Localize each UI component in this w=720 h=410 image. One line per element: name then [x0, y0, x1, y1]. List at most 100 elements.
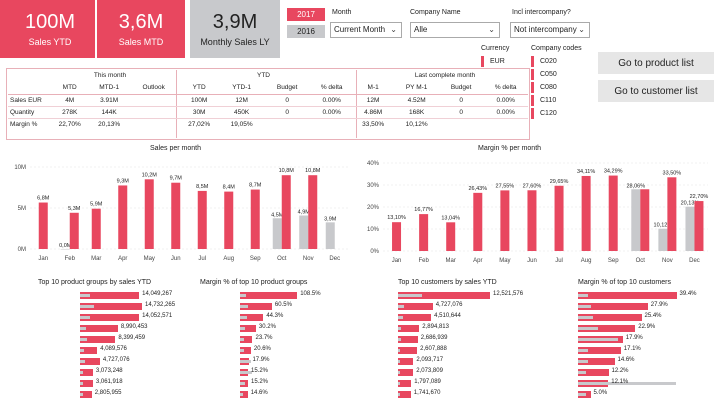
x-tick-label: Aug — [223, 256, 234, 262]
bar-row: 60.5% — [240, 302, 352, 312]
data-label-2016: 20,13% — [681, 201, 700, 207]
company-code-item[interactable]: C120 — [531, 108, 557, 119]
bar-2017 — [118, 185, 128, 249]
matrix-row: Margin % 22,70% 20,13% 27,02% 19,05% 33,… — [8, 118, 528, 130]
y-tick-label: 10% — [367, 227, 380, 233]
bar-row: 3,061,918 — [80, 379, 195, 389]
company-code-item[interactable]: C110 — [531, 95, 556, 106]
matrix-cell — [439, 118, 484, 130]
x-tick-label: Jun — [171, 256, 181, 262]
bar-row: 14,052,571 — [80, 313, 195, 323]
margin-top-customers-chart: 39.4% 27.9% 25.4% 22.9% 17.9% 17.1% 14.6% 12.2%… — [578, 291, 697, 407]
bar-row: 8,399,459 — [80, 335, 195, 345]
matrix-header: MTD — [62, 84, 77, 92]
company-code-item[interactable]: C020 — [531, 56, 557, 67]
bar-current — [240, 292, 298, 299]
matrix-cell: 0.00% — [496, 108, 515, 116]
bar-current — [578, 369, 609, 376]
matrix-cell: 4.52M — [407, 96, 426, 104]
bar-2017 — [527, 190, 537, 251]
chevron-down-icon: ⌄ — [390, 25, 397, 34]
bar-row: 2,805,955 — [80, 390, 195, 400]
matrix-cell: 0.00% — [496, 96, 515, 104]
data-label-2016: 3,9M — [324, 216, 337, 222]
bar-2017 — [554, 185, 564, 251]
bar-2017 — [694, 201, 704, 251]
kpi-value: 3,9M — [212, 11, 258, 33]
bar-2017 — [281, 175, 291, 249]
bar-row: 4,727,076 — [398, 302, 516, 312]
matrix-cell — [263, 118, 312, 130]
bar-previous — [240, 371, 252, 374]
bar-previous — [80, 371, 84, 374]
matrix-cell: 4.86M — [364, 108, 383, 116]
bar-current — [80, 325, 118, 332]
bar-previous — [80, 349, 84, 352]
bar-previous — [398, 393, 400, 396]
bar-2017 — [250, 189, 260, 249]
bar-label: 14.6% — [250, 390, 268, 396]
bar-label: 17.1% — [623, 346, 641, 352]
bar-label: 25.4% — [644, 313, 662, 319]
matrix-header: M-1 — [367, 84, 379, 92]
bar-current — [578, 347, 621, 354]
x-tick-label: Dec — [689, 258, 700, 264]
bar-row: 1,797,089 — [398, 379, 516, 389]
matrix-cell: 0 — [285, 96, 289, 104]
bar-current — [80, 391, 92, 398]
top-product-groups-chart: 14,049,267 14,732,265 14,052,571 8,990,453 8… — [80, 291, 195, 407]
bar-previous — [578, 327, 598, 330]
data-label-2017: 13,10% — [387, 215, 406, 221]
data-label-2017: 10,8M — [305, 168, 321, 174]
kpi-value: 100M — [24, 11, 76, 33]
bar-2017 — [224, 191, 234, 249]
bar-row: 14.6% — [240, 390, 352, 400]
bar-row: 8,990,453 — [80, 324, 195, 334]
bar-label: 14,052,571 — [142, 313, 173, 319]
bar-2017 — [640, 189, 650, 251]
intercompany-dropdown[interactable]: Not intercompany ⌄ — [510, 22, 590, 38]
bar-2017 — [581, 175, 591, 251]
currency-item-eur[interactable]: EUR — [481, 56, 505, 67]
bar-row: 2,894,813 — [398, 324, 516, 334]
bar-previous — [578, 349, 588, 352]
y-tick-label: 40% — [367, 161, 380, 167]
top-customers-title: Top 10 customers by sales YTD — [398, 279, 497, 286]
month-dropdown[interactable]: Current Month ⌄ — [330, 22, 402, 38]
bar-previous — [398, 338, 401, 341]
margin-top-product-groups-title: Margin % of top 10 product groups — [200, 279, 308, 286]
data-label-2017: 29,65% — [550, 179, 569, 185]
matrix-cell: 27,02% — [188, 120, 211, 128]
top-product-groups-title: Top 10 product groups by sales YTD — [38, 279, 152, 286]
go-to-customer-list-button[interactable]: Go to customer list — [598, 80, 714, 102]
bar-row: 44.3% — [240, 313, 352, 323]
matrix-row-label: Quantity — [10, 108, 35, 116]
matrix-header: YTD-1 — [232, 84, 252, 92]
x-tick-label: May — [144, 256, 155, 262]
top-customers-chart: 12,521,576 4,727,076 4,510,644 2,894,813 2,6… — [398, 291, 523, 407]
matrix-header: MTD-1 — [99, 84, 120, 92]
go-to-product-list-button[interactable]: Go to product list — [598, 52, 714, 74]
bar-label: 22.9% — [638, 324, 656, 330]
x-tick-label: Jan — [38, 256, 48, 262]
matrix-header: Budget — [450, 84, 472, 92]
matrix-header: PY M-1 — [405, 84, 428, 92]
matrix-cell — [483, 118, 528, 130]
bar-current — [398, 358, 414, 365]
bar-row: 2,686,939 — [398, 335, 516, 345]
company-code-item[interactable]: C050 — [531, 69, 557, 80]
company-code-item[interactable]: C080 — [531, 82, 557, 93]
bar-current — [80, 314, 140, 321]
matrix-cell — [129, 94, 178, 106]
bar-current — [240, 303, 272, 310]
matrix-group-ytd: YTD — [257, 72, 270, 79]
bar-label: 2,073,809 — [416, 368, 443, 374]
matrix-cell: 450K — [234, 108, 250, 116]
x-tick-label: Nov — [303, 256, 314, 262]
matrix-cell: 0.00% — [322, 96, 341, 104]
bar-current — [578, 292, 677, 299]
company-dropdown[interactable]: Alle ⌄ — [410, 22, 500, 38]
x-tick-label: Jul — [198, 256, 206, 262]
x-tick-label: Apr — [473, 258, 482, 264]
legend-2017: 2017 — [287, 8, 325, 21]
